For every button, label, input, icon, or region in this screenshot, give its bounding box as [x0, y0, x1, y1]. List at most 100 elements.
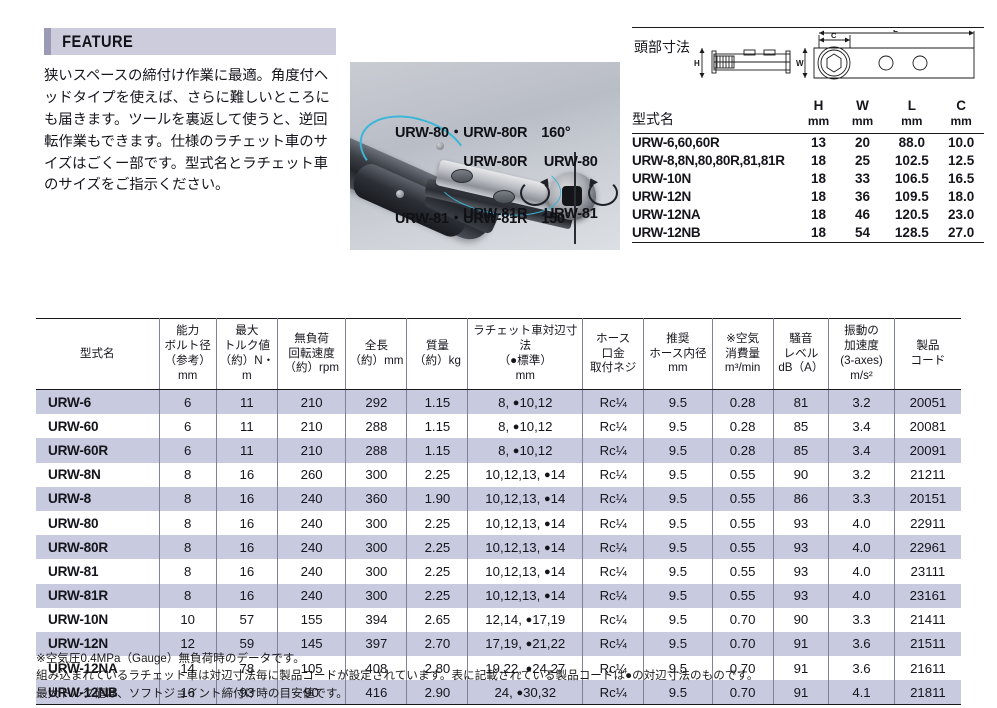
spec-cell-overall-length: 360 — [345, 486, 408, 511]
spec-cell-air-consumption: 0.55 — [711, 583, 774, 608]
spec-cell-free-speed: 240 — [276, 583, 347, 608]
svg-text:L: L — [893, 30, 898, 34]
table-row: URW-60R 6 11 210 288 1.15 8, ●10,12 Rc¼ 9.5 0.28 8… — [36, 438, 961, 463]
spec-cell-noise-level: 91 — [772, 656, 830, 681]
spec-cell-model: URW-12N — [36, 631, 160, 657]
spec-cell-ratchet-size: 10,12,13, ●14 — [467, 559, 584, 584]
standard-size-dot-icon: ● — [543, 565, 551, 578]
feature-accent-bar — [44, 28, 51, 55]
head-dim-cell-c: 27.0 — [947, 225, 975, 241]
head-dimension-row: URW-12NB 18 54 128.5 27.0 — [632, 224, 984, 242]
spec-cell-mass: 1.15 — [406, 389, 469, 415]
spec-cell-hose-fitting: Rc¼ — [582, 535, 645, 560]
spec-cell-hose-id: 9.5 — [643, 389, 713, 415]
spec-cell-bolt-dia: 8 — [158, 535, 217, 560]
spec-col-header-line: （●標準） — [498, 354, 552, 367]
spec-cell-mass: 1.90 — [406, 486, 469, 511]
spec-cell-bolt-dia: 14 — [158, 656, 217, 681]
spec-cell-mass: 2.80 — [406, 656, 469, 681]
standard-size-dot-icon: ● — [543, 469, 551, 482]
spec-cell-mass: 2.90 — [406, 680, 469, 706]
spec-col-header-line: ラチェット車対辺寸法 — [473, 324, 578, 353]
spec-cell-free-speed: 210 — [276, 389, 347, 415]
spec-col-header-line: レベル — [783, 346, 819, 360]
head-dimension-body: URW-6,60,60R 13 20 88.0 10.0 URW-8,8N,80,80R,… — [632, 133, 984, 242]
spec-cell-free-speed: 90 — [276, 680, 347, 706]
spec-cell-max-torque: 78 — [215, 656, 278, 681]
spec-col-header-line: 消費量 — [725, 346, 761, 360]
head-dim-cell-model: URW-12NB — [632, 225, 701, 241]
spec-col-header: 最大 トルク値 （約）N・m — [215, 318, 278, 390]
spec-cell-air-consumption: 0.28 — [711, 438, 774, 463]
specification-table-section: 型式名 能力 ボルト径 （参考） mm 最大 トルク値 （約）N・m 無負荷 回転速度 （約）rpm… — [36, 318, 961, 706]
spec-cell-model: URW-12NB — [36, 680, 160, 706]
spec-col-header-line: （約）kg — [413, 354, 461, 367]
spec-cell-model: URW-60R — [36, 438, 160, 463]
spec-cell-hose-fitting: Rc¼ — [582, 389, 645, 415]
spec-cell-ratchet-size: 8, ●10,12 — [467, 414, 584, 439]
spec-col-header-line: mm — [515, 368, 535, 382]
feature-section: FEATURE 狭いスペースの締付け作業に最適。角度付ヘッドタイプを使えば、さら… — [44, 28, 336, 197]
spec-col-header: 騒音 レベル dB（A） — [772, 318, 830, 390]
head-dim-cell-l: 102.5 — [894, 153, 929, 169]
spec-cell-model: URW-80 — [36, 510, 160, 536]
spec-cell-free-speed: 105 — [276, 656, 347, 681]
spec-cell-noise-level: 90 — [772, 462, 830, 487]
table-row: URW-6 6 11 210 292 1.15 8, ●10,12 Rc¼ 9.5 0.28 81 3… — [36, 389, 961, 415]
spec-cell-bolt-dia: 6 — [158, 414, 217, 439]
head-dim-cell-l: 128.5 — [894, 225, 929, 241]
spec-col-header-line: （約）mm — [349, 354, 404, 367]
spec-cell-hose-fitting: Rc¼ — [582, 607, 645, 632]
table-row: URW-80 8 16 240 300 2.25 10,12,13, ●14 Rc¼ 9.5 0.… — [36, 510, 961, 536]
spec-cell-bolt-dia: 8 — [158, 510, 217, 536]
product-photo: URW-80・URW-80R 160° URW-81・URW-81R 150° UR… — [350, 62, 620, 250]
head-dim-cell-c: 12.5 — [947, 153, 975, 169]
spec-cell-mass: 2.25 — [406, 583, 469, 608]
feature-description: 狭いスペースの締付け作業に最適。角度付ヘッドタイプを使えば、さらに難しいところに… — [44, 68, 330, 194]
spec-col-header-line: 型式名 — [79, 346, 115, 360]
spec-cell-bolt-dia: 10 — [158, 607, 217, 632]
spec-cell-air-consumption: 0.28 — [711, 414, 774, 439]
spec-cell-product-code: 23161 — [893, 583, 961, 608]
spec-col-header-line: ホース — [596, 331, 631, 345]
spec-cell-mass: 2.65 — [406, 607, 469, 632]
spec-cell-model: URW-10N — [36, 607, 160, 632]
standard-size-dot-icon: ● — [512, 420, 520, 433]
spec-col-header-line: 加速度 — [844, 339, 879, 353]
spec-col-header: 質量 （約）kg — [406, 318, 469, 390]
spec-cell-vibration: 3.2 — [828, 462, 895, 487]
head-dim-cell-w: 36 — [855, 189, 871, 205]
spec-cell-hose-id: 9.5 — [643, 680, 713, 706]
spec-cell-noise-level: 93 — [772, 559, 830, 584]
spec-cell-vibration: 4.0 — [828, 583, 895, 608]
footnote-item: 最大トルク値は、ソフトジョイント締付け時の目安値です。 — [36, 686, 348, 700]
spec-cell-mass: 2.25 — [406, 462, 469, 487]
spec-cell-air-consumption: 0.70 — [711, 607, 774, 632]
spec-cell-bolt-dia: 8 — [158, 486, 217, 511]
head-dim-cell-w: 54 — [855, 225, 871, 241]
head-dim-cell-l: 109.5 — [894, 189, 929, 205]
spec-cell-mass: 2.70 — [406, 631, 469, 657]
spec-cell-vibration: 3.6 — [828, 631, 895, 657]
spec-col-header-line: トルク値 — [223, 339, 271, 353]
spec-cell-ratchet-size: 10,12,13, ●14 — [467, 486, 584, 511]
head-dim-cell-w: 46 — [855, 207, 871, 223]
svg-text:C: C — [831, 31, 837, 40]
center-axis-line — [574, 152, 576, 244]
spec-cell-mass: 2.25 — [406, 559, 469, 584]
spec-cell-noise-level: 93 — [772, 510, 830, 536]
spec-cell-free-speed: 240 — [276, 510, 347, 536]
spec-cell-overall-length: 300 — [345, 559, 408, 584]
spec-col-header: ラチェット車対辺寸法 （●標準） mm — [467, 318, 584, 390]
spec-cell-ratchet-size: 12,14, ●17,19 — [467, 607, 584, 632]
spec-cell-mass: 2.25 — [406, 535, 469, 560]
svg-text:H: H — [694, 59, 700, 68]
head-dim-cell-c: 16.5 — [947, 171, 975, 187]
head-dim-cell-model: URW-8,8N,80,80R,81,81R — [632, 153, 785, 169]
head-dimension-row: URW-12N 18 36 109.5 18.0 — [632, 188, 984, 206]
spec-cell-free-speed: 260 — [276, 462, 347, 487]
table-row: URW-8 8 16 240 360 1.90 10,12,13, ●14 Rc¼ 9.5 0.5… — [36, 486, 961, 511]
spec-col-header-line: ボルト径 — [164, 339, 211, 353]
head-dim-cell-l: 88.0 — [898, 135, 925, 151]
head-dim-cell-c: 23.0 — [947, 207, 975, 223]
